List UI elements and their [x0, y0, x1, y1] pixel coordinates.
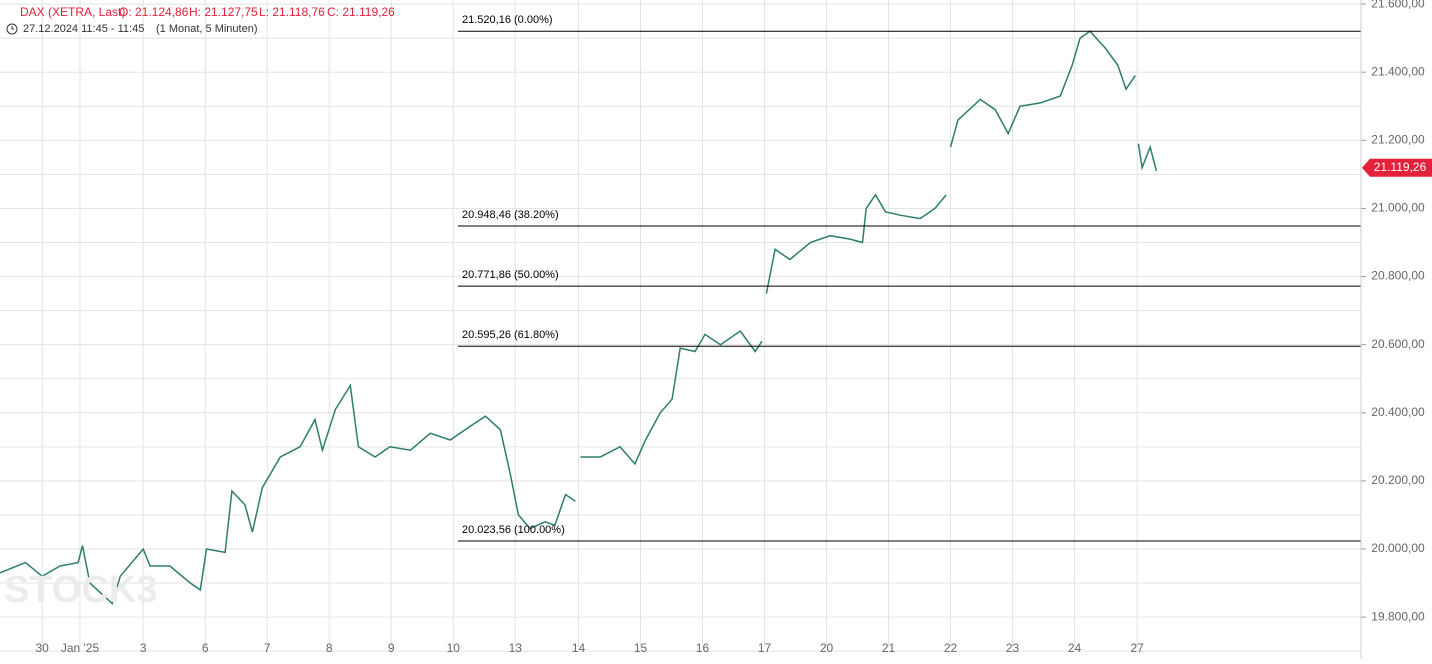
y-tick-label: 20.600,00 [1371, 337, 1425, 351]
clock-icon [6, 23, 18, 35]
low: L: 21.118,76 [259, 5, 325, 19]
x-tick-label: 6 [202, 641, 209, 655]
x-tick-label: 15 [634, 641, 648, 655]
y-tick-label: 21.600,00 [1371, 0, 1425, 10]
period: (1 Monat, 5 Minuten) [156, 23, 258, 35]
x-tick-label: 23 [1006, 641, 1020, 655]
x-tick-label: 16 [696, 641, 710, 655]
clock-hand [11, 26, 14, 30]
price-line [0, 30, 1158, 605]
x-tick-label: 21 [882, 641, 896, 655]
x-tick-label: 20 [820, 641, 834, 655]
x-tick-label: 3 [140, 641, 147, 655]
y-tick-label: 21.000,00 [1371, 201, 1425, 215]
x-tick-label: 27 [1130, 641, 1144, 655]
x-tick-label: 17 [758, 641, 772, 655]
watermark: STOCK3 [4, 569, 157, 611]
price-tag-label: 21.119,26 [1374, 160, 1427, 174]
price-tag [1362, 158, 1432, 177]
high: H: 21.127,75 [189, 5, 258, 19]
x-tick-label: 14 [572, 641, 586, 655]
symbol: DAX (XETRA, Last) [20, 5, 125, 19]
fib-label: 20.595,26 (61.80%) [462, 329, 559, 341]
time: 27.12.2024 11:45 - 11:45 [23, 23, 144, 35]
close: C: 21.119,26 [327, 5, 395, 19]
x-tick-label: 9 [388, 641, 395, 655]
y-tick-label: 20.000,00 [1371, 541, 1425, 555]
y-tick-label: 20.400,00 [1371, 405, 1425, 419]
x-tick-label: 30 [35, 641, 49, 655]
y-tick-label: 20.800,00 [1371, 269, 1425, 283]
x-tick-label: 24 [1068, 641, 1082, 655]
y-tick-label: 20.200,00 [1371, 473, 1425, 487]
fib-label: 20.948,46 (38.20%) [462, 209, 559, 221]
fib-label: 20.771,86 (50.00%) [462, 269, 559, 281]
y-tick-label: 21.400,00 [1371, 64, 1425, 78]
fib-label: 21.520,16 (0.00%) [462, 14, 553, 26]
x-tick-label: 13 [509, 641, 523, 655]
y-tick-label: 19.800,00 [1371, 609, 1425, 623]
x-tick-label: 10 [447, 641, 461, 655]
y-tick-label: 21.200,00 [1371, 132, 1425, 146]
x-tick-label: 7 [264, 641, 271, 655]
x-tick-label: 8 [326, 641, 333, 655]
x-tick-label: 22 [944, 641, 958, 655]
x-tick-label: Jan '25 [61, 641, 100, 655]
open: O: 21.124,86 [119, 5, 189, 19]
fib-label: 20.023,56 (100.00%) [462, 524, 565, 536]
